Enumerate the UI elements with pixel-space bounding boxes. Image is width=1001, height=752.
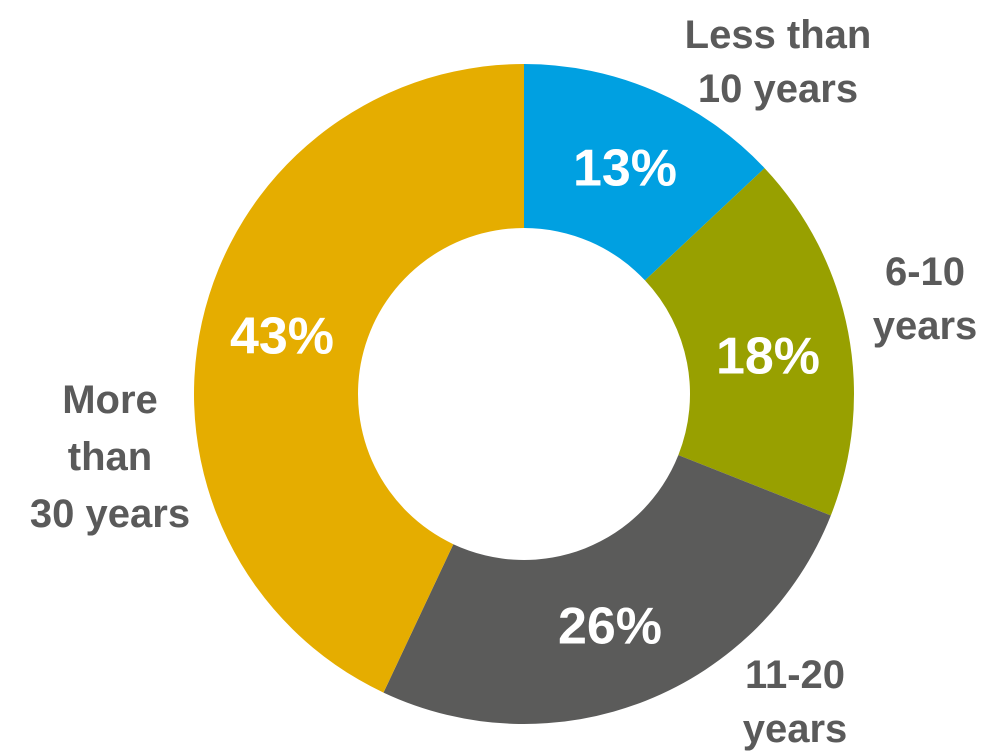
category-label-0: Less than 10 years xyxy=(685,13,872,111)
value-labels-group: 13% 18% 26% 43% xyxy=(230,140,820,656)
donut-slice-2 xyxy=(383,455,831,724)
category-label-3: More than 30 years xyxy=(30,378,190,536)
value-label-3: 43% xyxy=(230,308,334,366)
category-label-line: years xyxy=(743,707,848,751)
category-label-line: 6-10 xyxy=(885,250,965,294)
donut-slice-0 xyxy=(524,64,765,281)
category-label-2: 11-20 years xyxy=(743,653,848,751)
category-label-line: 10 years xyxy=(698,67,858,111)
donut-slice-3 xyxy=(193,64,525,693)
category-label-line: More xyxy=(62,378,158,422)
category-labels-group: Less than 10 years 6-10 years 11-20 years More… xyxy=(30,13,977,751)
category-label-line: 30 years xyxy=(30,492,190,536)
donut-slice-1 xyxy=(645,168,854,516)
value-label-1: 18% xyxy=(716,328,820,386)
category-label-line: than xyxy=(68,435,152,479)
category-label-1: 6-10 years xyxy=(873,250,978,348)
value-label-0: 13% xyxy=(573,140,677,198)
category-label-line: years xyxy=(873,304,978,348)
slices-group xyxy=(193,64,854,724)
value-label-2: 26% xyxy=(558,598,662,656)
category-label-line: Less than xyxy=(685,13,872,57)
category-label-line: 11-20 xyxy=(745,653,845,697)
